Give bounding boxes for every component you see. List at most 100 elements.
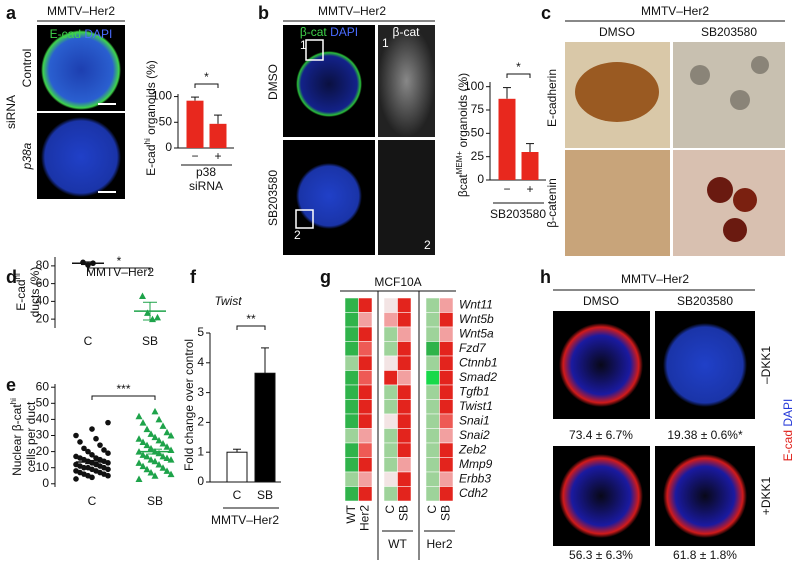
- organoid: [41, 117, 121, 197]
- heat-cell: [440, 400, 454, 415]
- column-label: SB: [438, 505, 452, 521]
- row-label: Fzd7: [459, 341, 487, 355]
- organoid: [559, 323, 643, 407]
- label-part: MEM+: [455, 151, 464, 175]
- heat-cell: [359, 472, 373, 487]
- heat-cell: [426, 443, 440, 458]
- heat-cell: [426, 371, 440, 386]
- y-tick-label: 1: [197, 444, 204, 458]
- x-tick-label: +: [526, 182, 533, 196]
- heat-cell: [384, 400, 398, 415]
- heat-cell: [359, 458, 373, 473]
- model-label: MMTV–Her2: [621, 272, 689, 286]
- heat-cell: [426, 414, 440, 429]
- heat-cell: [345, 458, 359, 473]
- point: [136, 459, 143, 466]
- significance: **: [246, 312, 256, 326]
- point: [136, 435, 143, 442]
- model-label: MMTV–Her2: [47, 4, 115, 18]
- point: [144, 426, 151, 433]
- x-label: p38: [196, 165, 216, 179]
- heat-cell: [384, 443, 398, 458]
- y-tick-label: 60: [36, 379, 50, 393]
- point: [73, 433, 79, 439]
- label-part: Fold change over control: [182, 339, 196, 471]
- micrograph: [565, 150, 670, 256]
- x-tick-label: −: [191, 149, 198, 163]
- heat-cell: [359, 327, 373, 342]
- stat-label: 61.8 ± 1.8%: [673, 548, 737, 562]
- panel-letter: f: [190, 267, 197, 287]
- heat-cell: [440, 443, 454, 458]
- label-part: organoids (%): [144, 60, 158, 138]
- inset-label: 1: [382, 36, 389, 50]
- column-label: Her2: [357, 505, 371, 531]
- heat-cell: [398, 487, 412, 502]
- row-label: β-catenin: [545, 178, 559, 228]
- bar: [499, 99, 516, 180]
- point: [73, 476, 79, 482]
- row-label: Snai1: [459, 413, 490, 427]
- stain-label: β-cat DAPI: [300, 25, 358, 39]
- heat-cell: [345, 313, 359, 328]
- heat-cell: [426, 487, 440, 502]
- stain: β-cat: [300, 25, 328, 39]
- heat-cell: [384, 356, 398, 371]
- row-label: p38a: [20, 142, 34, 170]
- organoid: [41, 30, 121, 110]
- heat-cell: [440, 385, 454, 400]
- sig-bracket: [195, 84, 218, 88]
- heat-cell: [398, 313, 412, 328]
- point: [164, 429, 171, 436]
- label-part: βcat: [456, 174, 470, 198]
- row-label: Ctnnb1: [459, 355, 498, 369]
- panel-letter: a: [6, 3, 17, 23]
- x-label: SB203580: [490, 207, 546, 221]
- label-part: Nuclear β-cat: [10, 404, 24, 476]
- axis-label: E-cadhi organoids (%): [143, 60, 159, 176]
- point: [93, 436, 99, 442]
- heat-cell: [384, 414, 398, 429]
- heat-cell: [359, 400, 373, 415]
- column-label: WT: [344, 504, 358, 523]
- chart-title: Twist: [214, 294, 242, 308]
- heat-cell: [345, 371, 359, 386]
- heat-cell: [426, 458, 440, 473]
- heat-cell: [345, 414, 359, 429]
- heat-cell: [359, 371, 373, 386]
- heat-cell: [440, 414, 454, 429]
- heat-cell: [440, 327, 454, 342]
- axis-label: Fold change over control: [182, 339, 196, 471]
- point: [156, 416, 163, 423]
- heat-cell: [440, 371, 454, 386]
- heat-cell: [345, 487, 359, 502]
- sig-bracket: [92, 396, 155, 400]
- row-label: E-cadherin: [545, 69, 559, 127]
- heat-cell: [345, 400, 359, 415]
- heat-cell: [398, 458, 412, 473]
- row-label: Wnt5b: [459, 312, 494, 326]
- row-label: Zeb2: [458, 442, 487, 456]
- point: [154, 314, 161, 321]
- sig-bracket: [507, 74, 530, 78]
- panel-h: h MMTV–Her2 DMSO SB203580 73.4 ± 6.7% 19…: [540, 267, 795, 562]
- heat-cell: [345, 385, 359, 400]
- tissue: [707, 177, 733, 203]
- x-tick-label: C: [233, 488, 242, 502]
- heat-cell: [398, 414, 412, 429]
- organoid: [663, 454, 747, 538]
- y-tick-label: 0: [197, 474, 204, 488]
- heat-cell: [398, 371, 412, 386]
- heat-cell: [398, 356, 412, 371]
- label-part: organoids (%): [456, 73, 470, 151]
- heat-cell: [345, 472, 359, 487]
- point: [140, 419, 147, 426]
- inset-label: 1: [300, 38, 307, 52]
- bar: [187, 101, 204, 148]
- heat-cell: [426, 429, 440, 444]
- panel-c: c MMTV–Her2 DMSO SB203580 E-cadherin β-c…: [541, 3, 785, 256]
- point: [97, 442, 103, 448]
- significance: *: [516, 60, 521, 74]
- heat-cell: [440, 356, 454, 371]
- point: [101, 447, 107, 453]
